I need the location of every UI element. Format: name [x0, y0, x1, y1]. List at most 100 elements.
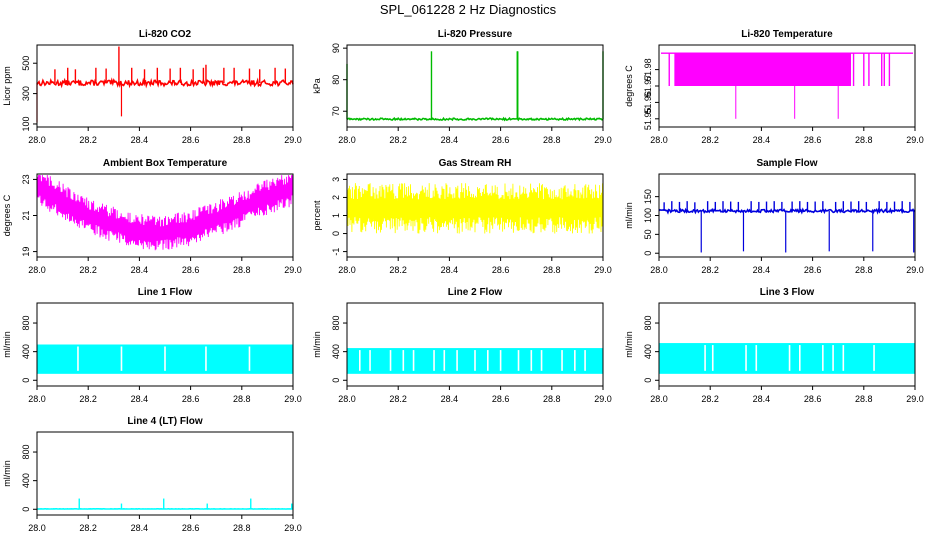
panel-temperature: Li-820 Temperature degrees C 28.0 28.2 28.4 2… [624, 29, 924, 145]
panel-title: Line 2 Flow [448, 287, 503, 298]
x-tick-label: 28.8 [543, 135, 561, 145]
panel-co2: Li-820 CO2 Licor ppm 28.0 28.2 28.4 28.6 28.8 2… [2, 29, 302, 145]
y-tick-label: -1 [331, 248, 341, 256]
panel-grid: Li-820 CO2 Licor ppm 28.0 28.2 28.4 28.6 28.8 2… [2, 29, 924, 533]
y-axis-label: kPa [312, 78, 322, 94]
panel-line2: Line 2 Flow ml/min 28.0 28.2 28.4 28.6 28.8 29.… [312, 287, 612, 404]
x-tick-label: 28.2 [701, 394, 719, 404]
x-tick-label: 28.4 [441, 394, 459, 404]
x-tick-label: 28.6 [804, 135, 822, 145]
y-axis-label: ml/min [624, 331, 634, 358]
y-tick-label: 21 [21, 210, 31, 220]
x-tick-label: 28.0 [650, 265, 668, 275]
plot-frame [658, 302, 916, 387]
series-line2 [347, 348, 603, 374]
x-tick-label: 28.2 [79, 394, 97, 404]
plot-frame [36, 44, 294, 128]
x-tick-label: 28.8 [543, 265, 561, 275]
x-tick-label: 28.4 [441, 265, 459, 275]
x-tick-label: 28.4 [131, 523, 149, 533]
series-temperature [661, 52, 913, 119]
y-tick-label: 0 [21, 378, 31, 383]
plot-frame [658, 173, 916, 258]
x-tick-label: 28.2 [701, 265, 719, 275]
series-line1 [37, 344, 293, 374]
y-tick-label: 51.95 [643, 108, 653, 131]
y-tick-label: 100 [643, 208, 653, 223]
x-tick-label: 28.0 [338, 135, 356, 145]
baseline-trace [346, 116, 604, 122]
panel-title: Line 4 (LT) Flow [127, 416, 203, 427]
y-tick-label: 150 [643, 189, 653, 204]
y-tick-label: 70 [331, 106, 341, 116]
y-tick-label: 800 [21, 445, 31, 460]
y-axis-label: percent [312, 200, 322, 231]
x-tick-label: 28.4 [131, 135, 149, 145]
figure-title: SPL_061228 2 Hz Diagnostics [380, 2, 557, 17]
plot-frame [36, 302, 294, 387]
y-axis-label: degrees C [2, 194, 12, 236]
x-tick-label: 29.0 [906, 265, 924, 275]
y-tick-label: 0 [331, 378, 341, 383]
x-tick-label: 28.6 [492, 394, 510, 404]
panel-title: Sample Flow [756, 158, 817, 169]
x-tick-label: 28.2 [389, 394, 407, 404]
x-tick-label: 28.4 [131, 265, 149, 275]
x-tick-label: 29.0 [284, 394, 302, 404]
panel-box_temp: Ambient Box Temperature degrees C 28.0 28.2… [2, 158, 302, 275]
x-tick-label: 29.0 [594, 394, 612, 404]
y-tick-label: 800 [643, 316, 653, 331]
x-tick-label: 28.2 [701, 135, 719, 145]
x-tick-label: 29.0 [594, 265, 612, 275]
x-tick-label: 28.2 [389, 135, 407, 145]
y-tick-label: 0 [21, 507, 31, 512]
x-tick-label: 28.8 [855, 265, 873, 275]
x-tick-label: 28.6 [492, 265, 510, 275]
x-tick-label: 29.0 [284, 135, 302, 145]
x-tick-label: 28.0 [650, 135, 668, 145]
y-axis-label: ml/min [312, 331, 322, 358]
y-tick-label: 800 [21, 316, 31, 331]
x-tick-label: 28.0 [338, 394, 356, 404]
panel-sample_flow: Sample Flow ml/min 28.0 28.2 28.4 28.6 28.8 29.… [624, 158, 924, 275]
plot-frame [346, 44, 604, 128]
x-tick-label: 29.0 [284, 265, 302, 275]
panel-line4: Line 4 (LT) Flow ml/min 28.0 28.2 28.4 28.6 28… [2, 416, 302, 533]
x-tick-label: 28.8 [233, 265, 251, 275]
panel-line3: Line 3 Flow ml/min 28.0 28.2 28.4 28.6 28.8 29.… [624, 287, 924, 404]
y-tick-label: 50 [643, 229, 653, 239]
y-tick-label: 2 [331, 195, 341, 200]
x-tick-label: 28.0 [28, 135, 46, 145]
noise-band-trace [36, 174, 294, 251]
x-tick-label: 28.8 [233, 394, 251, 404]
x-tick-label: 28.6 [492, 135, 510, 145]
series-sample_flow [658, 201, 916, 253]
x-tick-label: 28.0 [650, 394, 668, 404]
panel-rh: Gas Stream RH percent 28.0 28.2 28.4 28.6 28.8… [312, 158, 612, 275]
y-tick-label: 51.97 [643, 75, 653, 98]
y-tick-label: 1 [331, 213, 341, 218]
panel-title: Line 1 Flow [138, 287, 193, 298]
series-rh [346, 183, 604, 234]
y-tick-label: 100 [21, 116, 31, 131]
plot-frame [346, 302, 604, 387]
y-tick-label: 0 [331, 231, 341, 236]
x-tick-label: 28.2 [389, 265, 407, 275]
y-tick-label: 90 [331, 43, 341, 53]
x-tick-label: 29.0 [906, 135, 924, 145]
x-tick-label: 28.6 [182, 135, 200, 145]
x-tick-label: 28.6 [182, 523, 200, 533]
x-tick-label: 28.4 [441, 135, 459, 145]
y-tick-label: 0 [643, 378, 653, 383]
x-tick-label: 28.4 [753, 135, 771, 145]
y-tick-label: 500 [21, 56, 31, 71]
x-tick-label: 28.8 [233, 135, 251, 145]
y-tick-label: 300 [21, 86, 31, 101]
x-tick-label: 28.6 [804, 265, 822, 275]
noise-band-trace [346, 183, 604, 234]
x-tick-label: 28.2 [79, 523, 97, 533]
x-tick-label: 28.8 [855, 135, 873, 145]
panel-title: Ambient Box Temperature [103, 158, 228, 169]
series-line3 [659, 343, 915, 374]
